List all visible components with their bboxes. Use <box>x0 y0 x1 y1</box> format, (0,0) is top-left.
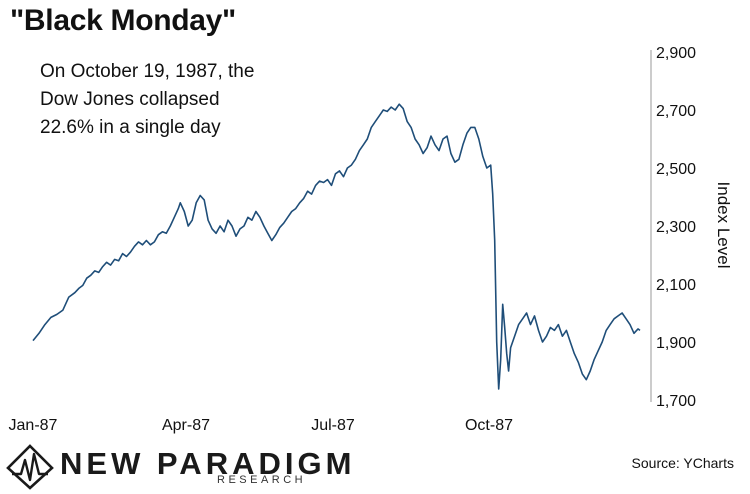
dow-jones-series-line <box>32 103 641 390</box>
x-tick-label: Jan-87 <box>9 417 58 434</box>
y-tick-label: 2,500 <box>656 161 696 178</box>
x-tick-label: Oct-87 <box>465 417 513 434</box>
y-tick-label: 1,700 <box>656 393 696 410</box>
x-tick-label: Apr-87 <box>162 417 210 434</box>
chart-annotation: On October 19, 1987, the Dow Jones colla… <box>40 58 300 142</box>
annotation-line-1: On October 19, 1987, the <box>40 61 255 82</box>
brand-name: NEW PARADIGM <box>60 446 356 481</box>
y-tick-label: 2,300 <box>656 219 696 236</box>
y-tick-label: 2,900 <box>656 45 696 62</box>
chart-title: "Black Monday" <box>10 4 236 37</box>
diamond-heartbeat-icon <box>6 444 54 490</box>
x-tick-label: Jul-87 <box>311 417 355 434</box>
brand-subtitle: RESEARCH <box>217 474 307 486</box>
y-tick-label: 1,900 <box>656 335 696 352</box>
annotation-line-2: Dow Jones collapsed <box>40 89 220 110</box>
brand-logo: NEW PARADIGM RESEARCH <box>6 444 351 490</box>
y-tick-label: 2,700 <box>656 103 696 120</box>
source-note: Source: YCharts <box>631 455 734 471</box>
y-tick-label: 2,100 <box>656 277 696 294</box>
y-axis-title: Index Level <box>708 175 738 275</box>
y-axis-title-text: Index Level <box>714 181 733 269</box>
annotation-line-3: 22.6% in a single day <box>40 117 221 138</box>
